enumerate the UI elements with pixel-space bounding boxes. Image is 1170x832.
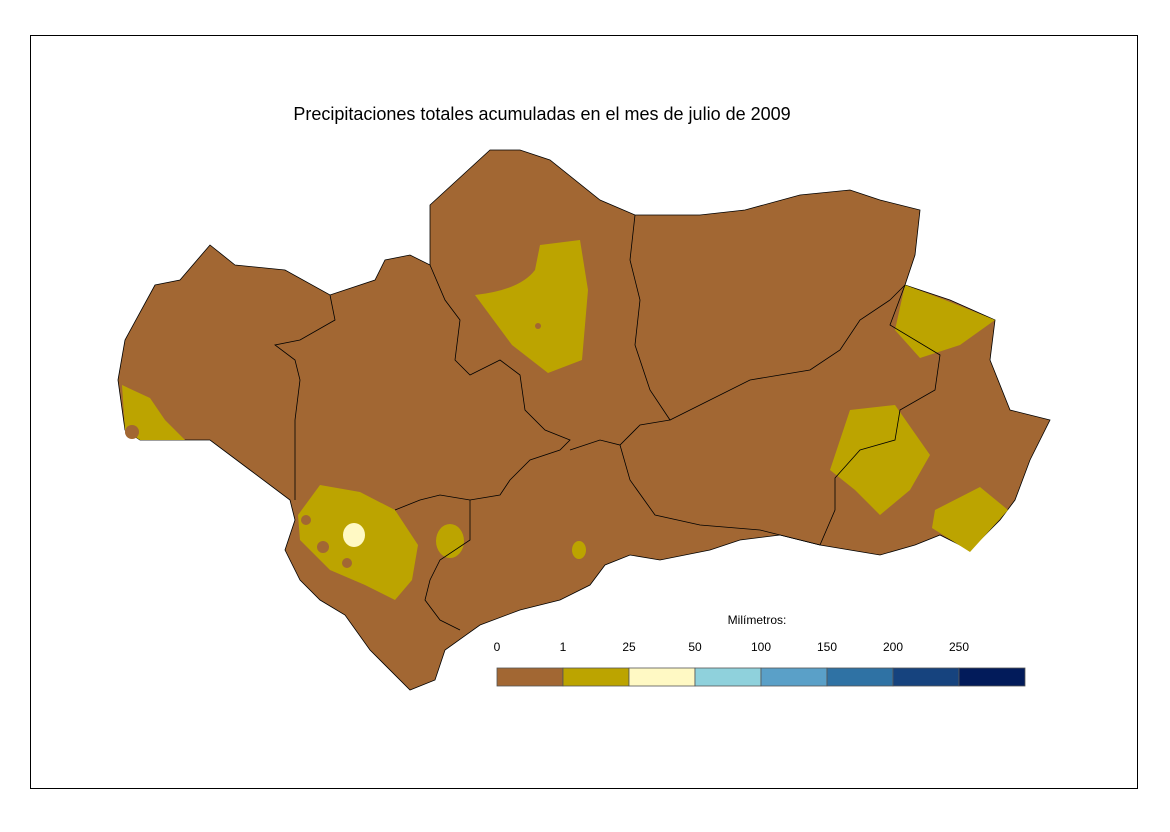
legend-swatch xyxy=(496,667,564,687)
patch xyxy=(122,385,185,440)
patch xyxy=(475,240,588,373)
legend-label: 1 xyxy=(560,640,567,654)
legend-swatch xyxy=(760,667,828,687)
legend-swatch xyxy=(562,667,630,687)
rain-patches xyxy=(122,240,1008,600)
legend-label: 50 xyxy=(688,640,702,654)
legend-swatch xyxy=(958,667,1026,687)
legend-label: 200 xyxy=(883,640,903,654)
legend-label: 150 xyxy=(817,640,837,654)
legend-label: 250 xyxy=(949,640,969,654)
map-title: Precipitaciones totales acumuladas en el… xyxy=(293,104,790,124)
patch xyxy=(572,541,586,559)
legend-swatch xyxy=(694,667,762,687)
region-map xyxy=(117,149,1051,691)
legend-label: 0 xyxy=(494,640,501,654)
legend-swatch xyxy=(826,667,894,687)
dry-spots xyxy=(125,323,541,568)
legend-swatch xyxy=(892,667,960,687)
legend-label: 100 xyxy=(751,640,771,654)
legend-title: Milímetros: xyxy=(728,613,787,627)
legend-swatch xyxy=(628,667,696,687)
legend-label: 25 xyxy=(622,640,636,654)
patch xyxy=(895,285,995,358)
patch xyxy=(830,405,930,515)
legend: 0 1 25 50 100 150 200 250 xyxy=(494,640,1026,687)
patch xyxy=(932,487,1008,552)
patch xyxy=(436,524,464,558)
patch-light xyxy=(343,523,365,547)
province-borders xyxy=(274,214,941,631)
